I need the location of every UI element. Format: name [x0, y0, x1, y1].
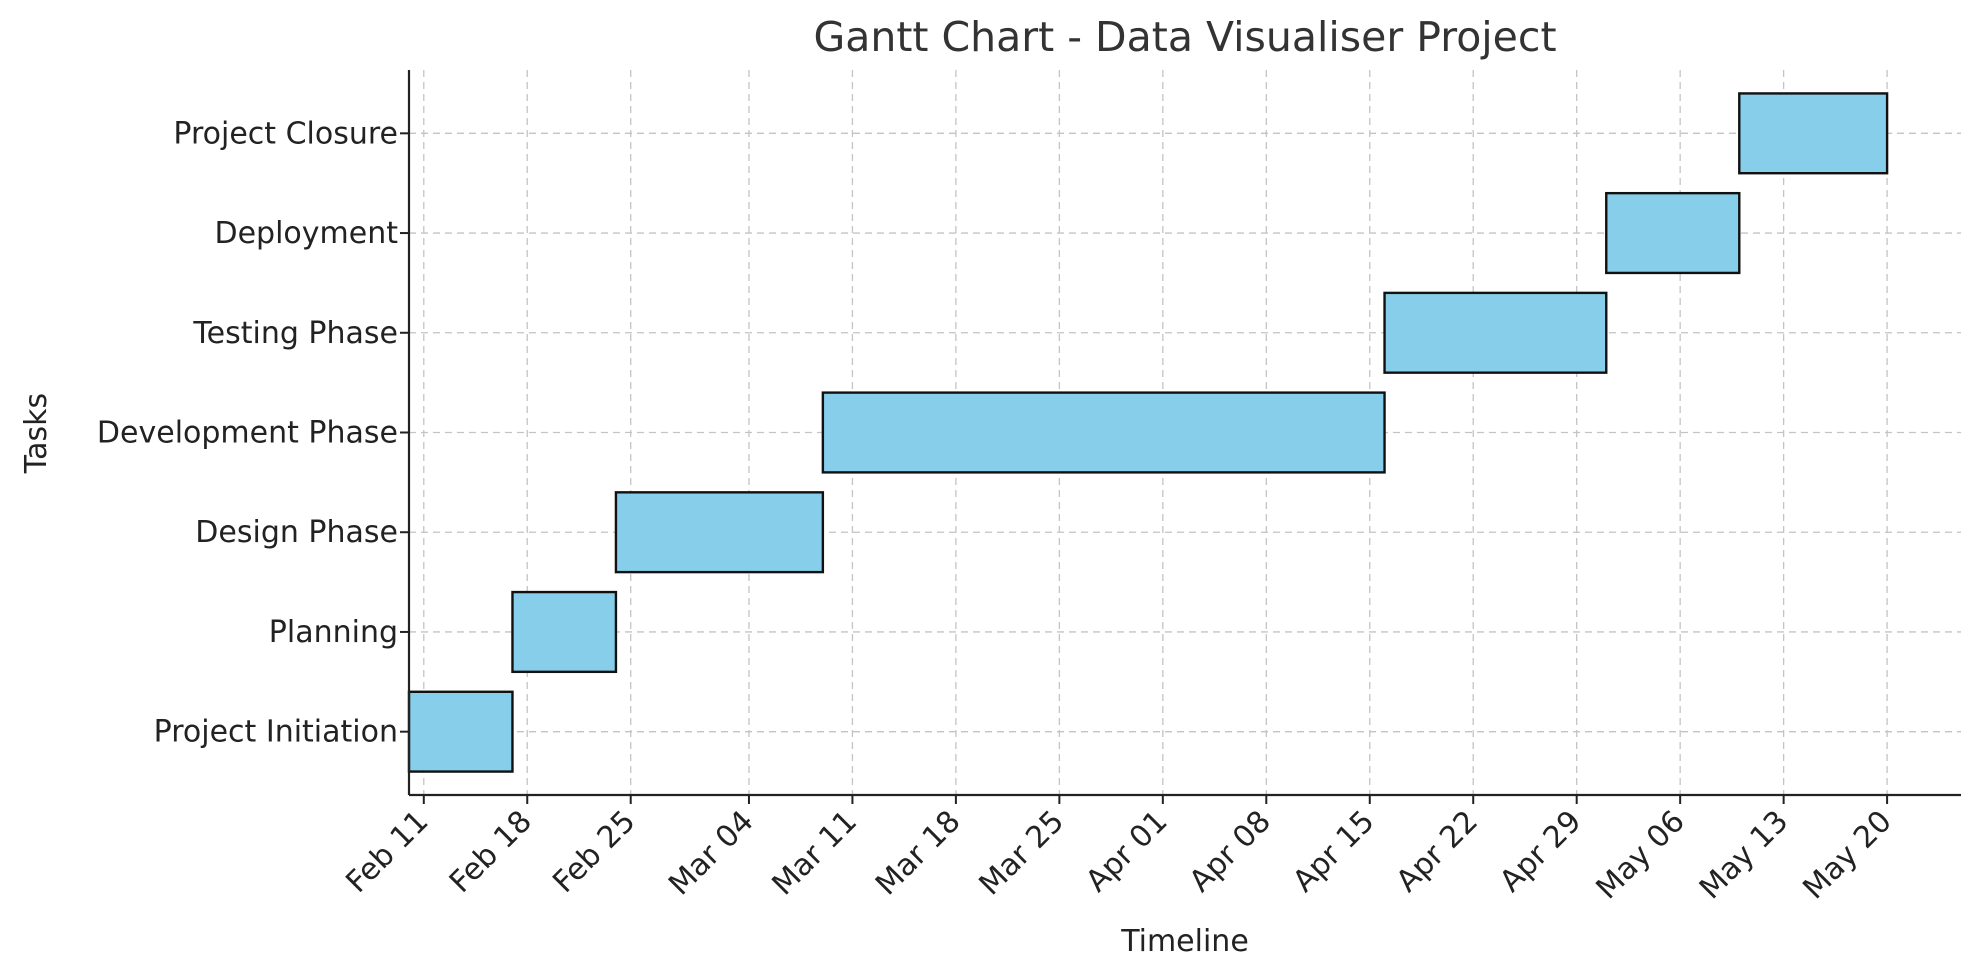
x-tick-label: Mar 25 — [973, 804, 1072, 903]
x-tick-label: Feb 11 — [339, 804, 435, 900]
task-bar — [1605, 191, 1741, 275]
task-bar — [614, 491, 825, 574]
x-tick-label: Feb 25 — [546, 804, 642, 900]
y-tick-label: Testing Phase — [192, 316, 398, 351]
y-tick-label: Planning — [269, 615, 398, 650]
x-tick-label: Feb 18 — [443, 804, 539, 900]
task-bars — [407, 92, 1889, 773]
x-axis-label: Timeline — [1120, 924, 1249, 959]
x-tick-label: Apr 29 — [1493, 804, 1588, 899]
task-bar — [511, 590, 618, 674]
y-axis-label: Tasks — [19, 393, 54, 474]
y-tick-label: Development Phase — [97, 416, 398, 451]
task-bar — [407, 690, 514, 773]
x-tick-label: Mar 11 — [766, 804, 865, 903]
y-tick-label: Project Closure — [173, 116, 398, 151]
chart-title: Gantt Chart - Data Visualiser Project — [813, 13, 1556, 61]
x-tick-label: May 20 — [1796, 804, 1898, 906]
grid-lines — [409, 70, 1961, 795]
x-tick-label: Apr 22 — [1390, 804, 1485, 899]
x-tick-label: May 13 — [1693, 804, 1795, 906]
task-bar — [821, 391, 1386, 474]
y-tick-label: Project Initiation — [154, 715, 398, 750]
x-tick-label: Mar 04 — [662, 804, 761, 903]
x-tick-label: Mar 18 — [869, 804, 968, 903]
y-tick-label: Deployment — [214, 216, 398, 251]
x-tick-label: Apr 01 — [1079, 804, 1174, 899]
x-tick-label: May 06 — [1589, 804, 1691, 906]
task-bar — [1383, 291, 1608, 374]
task-bar — [1738, 92, 1889, 175]
y-tick-label: Design Phase — [195, 515, 398, 550]
x-tick-label: Apr 15 — [1286, 804, 1381, 899]
x-tick-label: Apr 08 — [1183, 804, 1278, 899]
